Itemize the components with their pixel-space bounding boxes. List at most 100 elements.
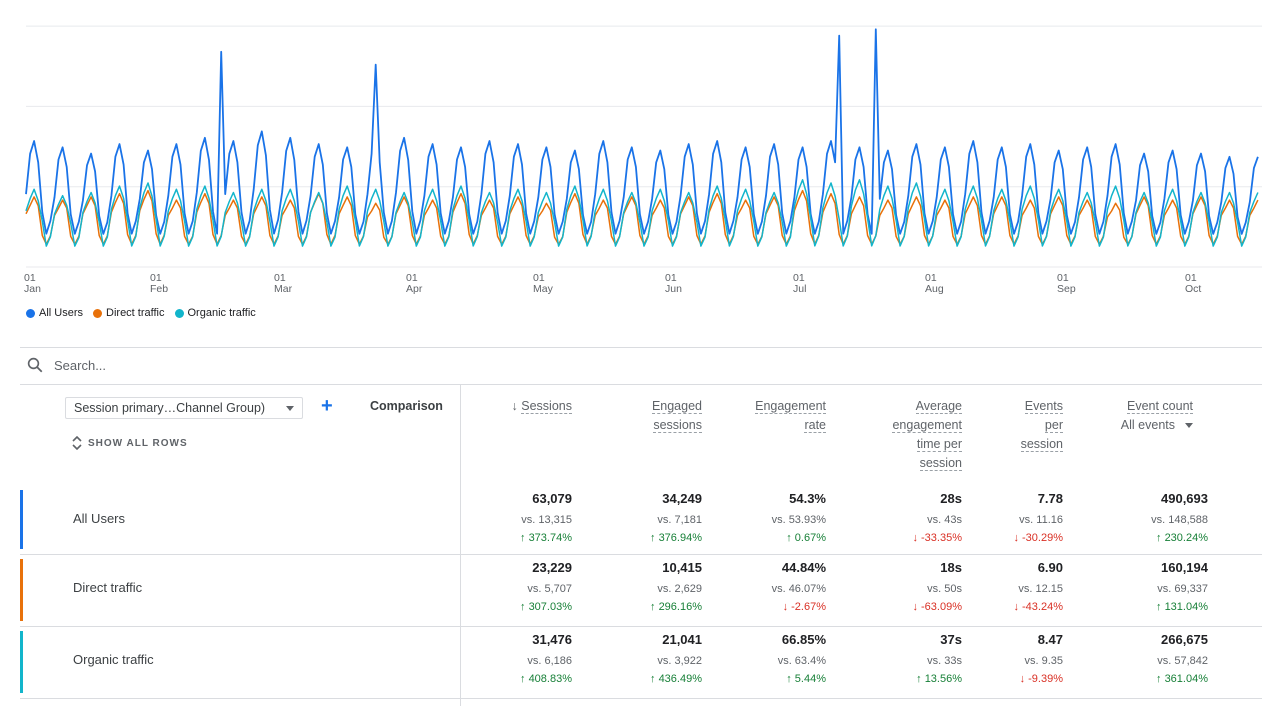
add-dimension-button[interactable]: + xyxy=(321,395,333,417)
metric-value: 10,415 xyxy=(662,560,702,575)
metric-value: 7.78 xyxy=(1037,491,1063,506)
arrow-up-icon: ↑ xyxy=(786,532,795,544)
x-tick-label: 01 May xyxy=(533,272,553,295)
legend-item-organic-traffic[interactable]: Organic traffic xyxy=(174,307,256,319)
comparison-value: vs. 2,629 xyxy=(657,583,702,595)
metric-value: 18s xyxy=(940,560,962,575)
comparison-value: vs. 53.93% xyxy=(771,514,826,526)
metric-value: 44.84% xyxy=(781,560,826,575)
arrow-down-icon: ↓ xyxy=(912,532,922,544)
caret-down-icon xyxy=(1185,423,1193,428)
metric-cell: 266,675 vs. 57,842 ↑ 361.04% xyxy=(1068,632,1208,685)
column-header-label: session xyxy=(919,456,962,471)
row-divider xyxy=(20,698,1262,699)
row-divider xyxy=(20,554,1262,555)
legend-item-all-users[interactable]: All Users xyxy=(26,307,83,319)
x-tick-label: 01 Mar xyxy=(274,272,293,295)
x-tick-label: 01 Feb xyxy=(150,272,169,295)
arrow-up-icon: ↑ xyxy=(786,673,795,685)
metric-value: 54.3% xyxy=(789,491,826,506)
change-percent: ↑ 361.04% xyxy=(1156,673,1208,685)
line-chart xyxy=(25,25,1262,268)
dimension-select[interactable]: Session primary…Channel Group) xyxy=(65,397,303,419)
change-percent: ↓ -9.39% xyxy=(1019,673,1063,685)
event-type-select[interactable]: All events xyxy=(1073,416,1193,435)
metric-cell: 66.85% vs. 63.4% ↑ 5.44% xyxy=(686,632,826,685)
column-header-label: Sessions xyxy=(521,399,572,414)
metric-cell: 7.78 vs. 11.16 ↓ -30.29% xyxy=(923,491,1063,544)
change-percent: ↑ 0.67% xyxy=(786,532,826,544)
change-percent: ↓ -30.29% xyxy=(1013,532,1063,544)
unfold-icon xyxy=(72,436,82,450)
arrow-up-icon: ↑ xyxy=(520,532,529,544)
column-header-label: Event count xyxy=(1126,399,1193,414)
metric-value: 8.47 xyxy=(1037,632,1063,647)
metric-cell: 34,249 vs. 7,181 ↑ 376.94% xyxy=(562,491,702,544)
change-percent: ↑ 408.83% xyxy=(520,673,572,685)
metric-cell: 160,194 vs. 69,337 ↑ 131.04% xyxy=(1068,560,1208,613)
column-header-label: Engaged xyxy=(651,399,702,414)
x-tick-label: 01 Jun xyxy=(665,272,682,295)
metric-value: 266,675 xyxy=(1161,632,1208,647)
metric-cell: 6.90 vs. 12.15 ↓ -43.24% xyxy=(923,560,1063,613)
legend-item-direct-traffic[interactable]: Direct traffic xyxy=(93,307,165,319)
comparison-value: vs. 11.16 xyxy=(1019,514,1063,526)
comparison-value: vs. 6,186 xyxy=(527,655,572,667)
column-header[interactable]: Average engagement time per session xyxy=(842,397,962,473)
show-all-rows-button[interactable]: SHOW ALL ROWS xyxy=(72,436,188,450)
metric-cell: 37s vs. 33s ↑ 13.56% xyxy=(822,632,962,685)
series-line-all-users xyxy=(25,28,1259,235)
row-divider xyxy=(20,626,1262,627)
change-percent: ↑ 307.03% xyxy=(520,601,572,613)
arrow-up-icon: ↑ xyxy=(520,601,529,613)
legend-label: Direct traffic xyxy=(106,307,165,319)
arrow-down-icon: ↓ xyxy=(1013,532,1023,544)
caret-down-icon xyxy=(286,405,294,411)
legend-dot-icon xyxy=(174,308,184,318)
divider xyxy=(20,384,1262,385)
column-header[interactable]: ↓ Sessions xyxy=(452,397,572,416)
metric-cell: 490,693 vs. 148,588 ↑ 230.24% xyxy=(1068,491,1208,544)
legend-label: All Users xyxy=(39,307,84,319)
event-type-value: All events xyxy=(1120,418,1175,432)
change-percent: ↑ 5.44% xyxy=(786,673,826,685)
arrow-down-icon: ↓ xyxy=(511,399,522,413)
search-bar[interactable] xyxy=(26,356,454,374)
arrow-down-icon: ↓ xyxy=(912,601,922,613)
search-input[interactable] xyxy=(54,357,454,373)
metric-cell: 21,041 vs. 3,922 ↑ 436.49% xyxy=(562,632,702,685)
metric-value: 37s xyxy=(940,632,962,647)
column-header-label: Events xyxy=(1024,399,1063,414)
column-header[interactable]: Engagement rate xyxy=(706,397,826,435)
comparison-value: vs. 43s xyxy=(927,514,962,526)
comparison-value: vs. 33s xyxy=(927,655,962,667)
metric-value: 490,693 xyxy=(1161,491,1208,506)
comparison-value: vs. 5,707 xyxy=(527,583,572,595)
metric-value: 63,079 xyxy=(532,491,572,506)
column-header[interactable]: Events per session xyxy=(943,397,1063,454)
change-percent: ↓ -33.35% xyxy=(912,532,962,544)
change-percent: ↓ -2.67% xyxy=(782,601,826,613)
comparison-value: vs. 69,337 xyxy=(1157,583,1208,595)
metric-cell: 10,415 vs. 2,629 ↑ 296.16% xyxy=(562,560,702,613)
metric-value: 6.90 xyxy=(1037,560,1063,575)
metric-cell: 28s vs. 43s ↓ -33.35% xyxy=(822,491,962,544)
comparison-value: vs. 50s xyxy=(927,583,962,595)
column-header-label: time per xyxy=(916,437,962,452)
comparison-value: vs. 57,842 xyxy=(1157,655,1208,667)
column-header[interactable]: Event count All events xyxy=(1073,397,1193,435)
column-header-label: per xyxy=(1044,418,1063,433)
arrow-up-icon: ↑ xyxy=(916,673,925,685)
metric-value: 31,476 xyxy=(532,632,572,647)
metric-cell: 44.84% vs. 46.07% ↓ -2.67% xyxy=(686,560,826,613)
metric-cell: 8.47 vs. 9.35 ↓ -9.39% xyxy=(923,632,1063,685)
dimension-select-value: Session primary…Channel Group) xyxy=(74,401,266,415)
series-line-direct-traffic xyxy=(25,189,1259,246)
column-header[interactable]: Engaged sessions xyxy=(582,397,702,435)
column-header-label: Engagement xyxy=(755,399,826,414)
change-percent: ↑ 436.49% xyxy=(650,673,702,685)
column-header-label: sessions xyxy=(653,418,702,433)
comparison-value: vs. 148,588 xyxy=(1151,514,1208,526)
change-percent: ↑ 376.94% xyxy=(650,532,702,544)
row-label: Direct traffic xyxy=(73,580,143,595)
